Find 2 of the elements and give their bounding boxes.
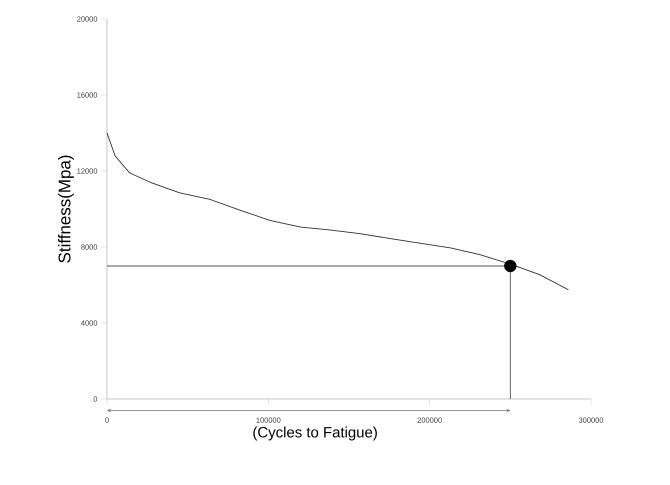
x-axis-title: (Cycles to Fatigue) [253, 426, 377, 440]
y-axis-title: Stiffness(Mpa) [58, 156, 74, 263]
